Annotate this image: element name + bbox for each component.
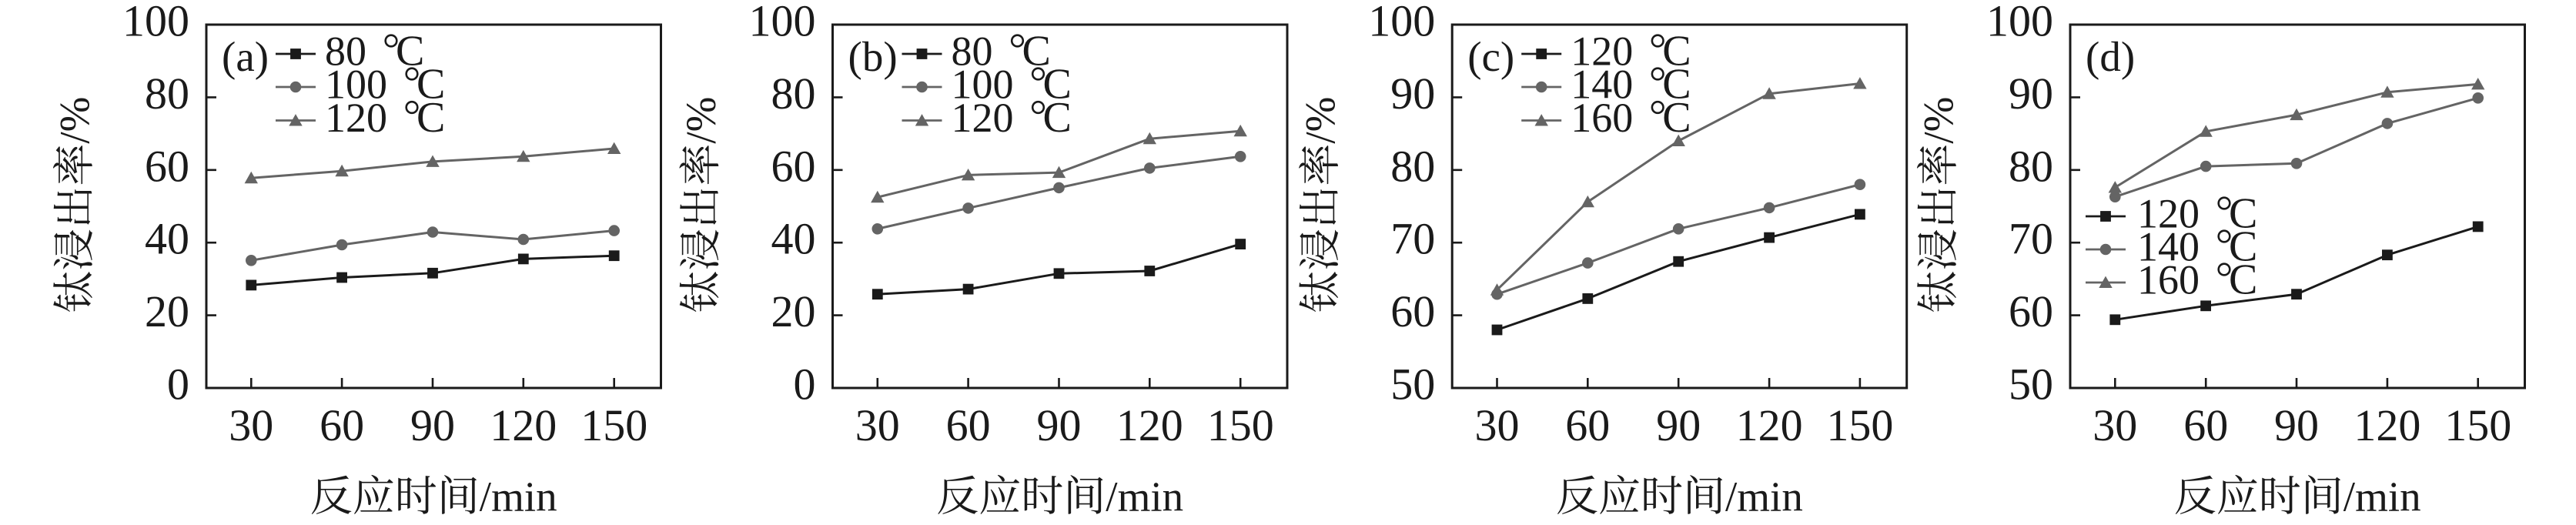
svg-text:C: C bbox=[2229, 223, 2257, 271]
svg-text:150: 150 bbox=[580, 400, 647, 450]
svg-text:50: 50 bbox=[2009, 359, 2053, 410]
svg-text:120: 120 bbox=[1736, 400, 1803, 450]
svg-text:C: C bbox=[1022, 28, 1051, 75]
svg-text:40: 40 bbox=[771, 214, 816, 264]
svg-text:120: 120 bbox=[2137, 191, 2200, 237]
svg-text:30: 30 bbox=[1475, 400, 1520, 450]
svg-text:90: 90 bbox=[1037, 400, 1082, 450]
svg-text:C: C bbox=[417, 61, 445, 109]
svg-text:/%: /% bbox=[1297, 96, 1344, 143]
svg-text:120: 120 bbox=[1116, 400, 1183, 450]
svg-text:60: 60 bbox=[771, 141, 816, 191]
svg-text:/min: /min bbox=[1725, 473, 1803, 520]
svg-text:0: 0 bbox=[167, 359, 189, 410]
svg-text:C: C bbox=[1662, 28, 1691, 75]
svg-text:/min: /min bbox=[480, 473, 557, 520]
svg-text:C: C bbox=[396, 28, 424, 75]
svg-text:(b): (b) bbox=[848, 33, 898, 80]
svg-text:80: 80 bbox=[2009, 141, 2053, 191]
svg-text:20: 20 bbox=[771, 286, 816, 336]
svg-text:100: 100 bbox=[325, 62, 387, 108]
svg-text:100: 100 bbox=[1986, 0, 2053, 46]
svg-text:120: 120 bbox=[490, 400, 557, 450]
svg-text:80: 80 bbox=[145, 69, 189, 119]
svg-text:/%: /% bbox=[677, 96, 724, 143]
svg-text:160: 160 bbox=[2137, 257, 2200, 303]
svg-text:80: 80 bbox=[1390, 141, 1435, 191]
svg-text:90: 90 bbox=[1656, 400, 1701, 450]
svg-text:/%: /% bbox=[1915, 96, 1962, 143]
svg-text:60: 60 bbox=[2183, 400, 2228, 450]
svg-text:90: 90 bbox=[2009, 69, 2053, 119]
svg-text:100: 100 bbox=[122, 0, 189, 46]
svg-text:70: 70 bbox=[1390, 214, 1435, 264]
svg-text:140: 140 bbox=[2137, 224, 2200, 270]
svg-text:C: C bbox=[1043, 61, 1072, 109]
svg-text:/min: /min bbox=[1106, 473, 1183, 520]
svg-text:C: C bbox=[2229, 190, 2257, 238]
svg-text:C: C bbox=[2229, 256, 2257, 304]
svg-text:70: 70 bbox=[2009, 214, 2053, 264]
svg-text:/min: /min bbox=[2343, 473, 2421, 520]
svg-text:150: 150 bbox=[2444, 400, 2511, 450]
svg-text:C: C bbox=[1043, 94, 1072, 142]
svg-text:60: 60 bbox=[1565, 400, 1610, 450]
svg-text:90: 90 bbox=[410, 400, 455, 450]
svg-text:90: 90 bbox=[1390, 69, 1435, 119]
svg-text:120: 120 bbox=[952, 95, 1014, 141]
svg-text:90: 90 bbox=[2274, 400, 2319, 450]
svg-text:150: 150 bbox=[1826, 400, 1893, 450]
svg-text:40: 40 bbox=[145, 214, 189, 264]
svg-text:30: 30 bbox=[229, 400, 273, 450]
svg-text:60: 60 bbox=[946, 400, 991, 450]
svg-text:20: 20 bbox=[145, 286, 189, 336]
svg-text:0: 0 bbox=[794, 359, 816, 410]
svg-text:30: 30 bbox=[2093, 400, 2137, 450]
svg-text:C: C bbox=[417, 94, 445, 142]
svg-text:120: 120 bbox=[325, 95, 387, 141]
svg-text:100: 100 bbox=[952, 62, 1014, 108]
svg-text:100: 100 bbox=[1368, 0, 1435, 46]
svg-text:150: 150 bbox=[1207, 400, 1274, 450]
svg-text:60: 60 bbox=[145, 141, 189, 191]
svg-text:(c): (c) bbox=[1467, 33, 1514, 80]
svg-text:160: 160 bbox=[1571, 95, 1633, 141]
svg-text:60: 60 bbox=[1390, 286, 1435, 336]
svg-text:C: C bbox=[1662, 94, 1691, 142]
svg-text:(d): (d) bbox=[2086, 33, 2135, 80]
svg-text:60: 60 bbox=[2009, 286, 2053, 336]
svg-text:120: 120 bbox=[1571, 28, 1633, 75]
svg-text:80: 80 bbox=[952, 28, 993, 75]
svg-text:(a): (a) bbox=[222, 33, 269, 80]
svg-text:C: C bbox=[1662, 61, 1691, 109]
svg-text:80: 80 bbox=[771, 69, 816, 119]
svg-text:140: 140 bbox=[1571, 62, 1633, 108]
svg-text:80: 80 bbox=[325, 28, 366, 75]
svg-text:120: 120 bbox=[2354, 400, 2420, 450]
svg-text:/%: /% bbox=[52, 96, 99, 143]
svg-text:50: 50 bbox=[1390, 359, 1435, 410]
svg-text:30: 30 bbox=[855, 400, 900, 450]
svg-text:100: 100 bbox=[749, 0, 816, 46]
svg-text:60: 60 bbox=[319, 400, 364, 450]
